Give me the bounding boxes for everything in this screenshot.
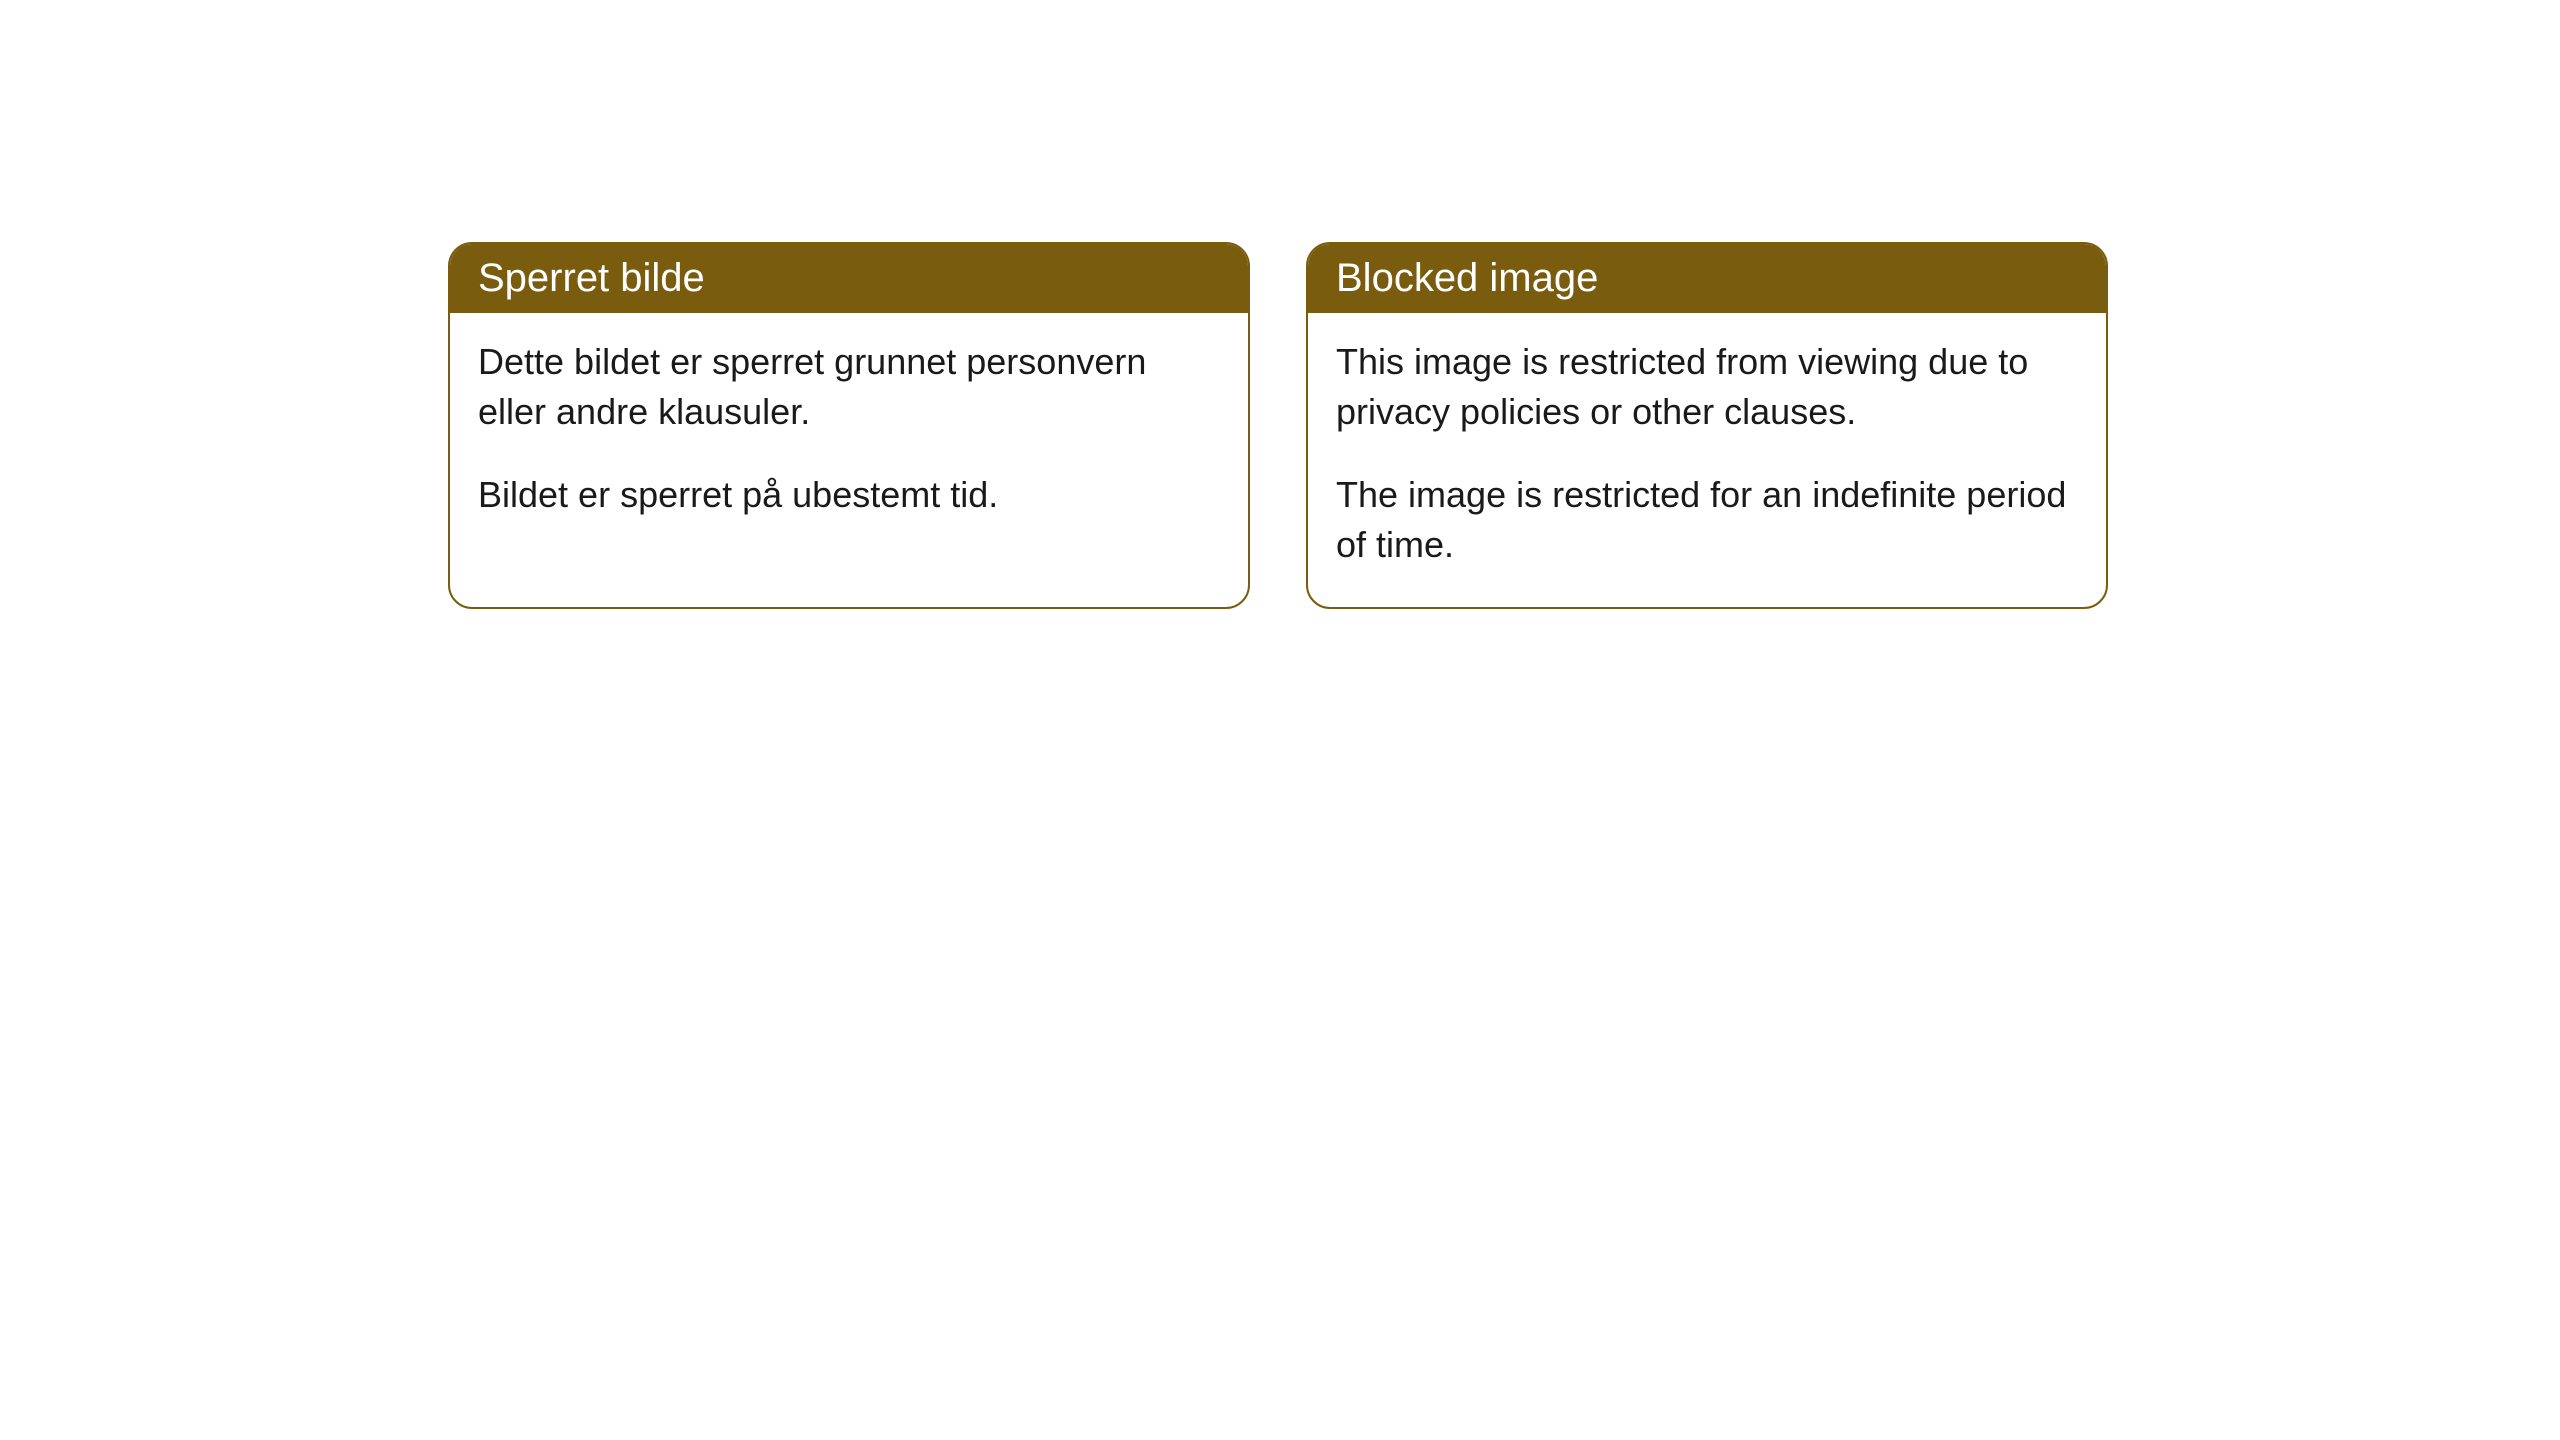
card-paragraph-2: The image is restricted for an indefinit…: [1336, 470, 2078, 571]
card-body-norwegian: Dette bildet er sperret grunnet personve…: [450, 313, 1248, 556]
blocked-image-card-norwegian: Sperret bilde Dette bildet er sperret gr…: [448, 242, 1250, 609]
card-header-norwegian: Sperret bilde: [450, 244, 1248, 313]
card-title: Sperret bilde: [478, 256, 705, 300]
cards-container: Sperret bilde Dette bildet er sperret gr…: [0, 0, 2560, 609]
card-header-english: Blocked image: [1308, 244, 2106, 313]
card-paragraph-2: Bildet er sperret på ubestemt tid.: [478, 470, 1220, 520]
card-body-english: This image is restricted from viewing du…: [1308, 313, 2106, 607]
card-paragraph-1: Dette bildet er sperret grunnet personve…: [478, 337, 1220, 438]
blocked-image-card-english: Blocked image This image is restricted f…: [1306, 242, 2108, 609]
card-title: Blocked image: [1336, 256, 1598, 300]
card-paragraph-1: This image is restricted from viewing du…: [1336, 337, 2078, 438]
